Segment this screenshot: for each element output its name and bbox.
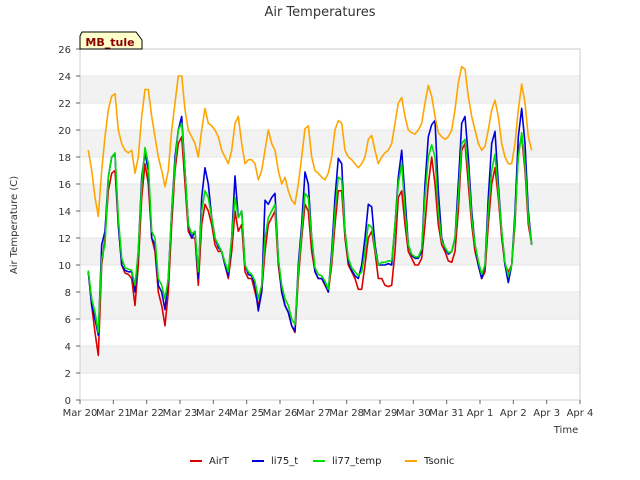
x-tick-label: Mar 29: [363, 408, 398, 419]
station-badge-label: MB_tule: [85, 36, 134, 49]
y-tick-label: 2: [65, 369, 71, 380]
grid-band: [80, 292, 580, 319]
legend-label: li77_temp: [332, 456, 381, 467]
x-tick-label: Mar 21: [96, 408, 131, 419]
x-tick-label: Apr 4: [567, 408, 594, 419]
plot-frame: [79, 48, 581, 401]
x-tick-label: Mar 31: [429, 408, 464, 419]
legend-label: li75_t: [271, 456, 298, 467]
series-line-airt: [87, 136, 533, 357]
x-tick-label: Mar 27: [296, 408, 331, 419]
x-tick-label: Apr 2: [500, 408, 527, 419]
legend-label: AirT: [209, 456, 230, 467]
y-tick-label: 16: [58, 180, 71, 191]
grid-band: [80, 76, 580, 103]
x-tick-label: Mar 23: [163, 408, 198, 419]
grid-band: [80, 238, 580, 265]
x-tick-label: Apr 3: [533, 408, 560, 419]
chart-title: Air Temperatures: [264, 5, 375, 20]
legend: AirT li75_t li77_temp Tsonic: [190, 456, 454, 467]
y-tick-label: 0: [65, 396, 71, 407]
x-tick-label: Mar 24: [196, 408, 231, 419]
y-axis-label: Air Temperature (C): [9, 176, 20, 274]
x-axis-label: Time: [553, 425, 578, 436]
y-tick-label: 26: [58, 45, 71, 56]
x-tick-label: Mar 26: [263, 408, 298, 419]
grid-band: [80, 346, 580, 373]
x-tick-label: Mar 20: [63, 408, 98, 419]
y-tick-label: 8: [65, 288, 71, 299]
y-tick-label: 22: [58, 99, 71, 110]
y-tick-label: 10: [58, 261, 71, 272]
legend-label: Tsonic: [423, 456, 454, 467]
x-tick-label: Apr 1: [467, 408, 494, 419]
series-line-tsonic: [87, 65, 533, 218]
station-badge: MB_tule: [79, 31, 143, 50]
series-line-li77-temp: [87, 122, 533, 334]
series-lines: [87, 65, 533, 357]
y-tick-label: 12: [58, 234, 71, 245]
station-badge-box: [79, 31, 143, 50]
x-tick-label: Mar 30: [396, 408, 431, 419]
grid-bands: [80, 75, 580, 401]
x-tick-label: Mar 25: [229, 408, 264, 419]
y-tick-label: 24: [58, 72, 71, 83]
y-tick-label: 20: [58, 126, 71, 137]
y-tick-label: 6: [65, 315, 71, 326]
grid-band: [80, 184, 580, 211]
x-tick-label: Mar 22: [129, 408, 164, 419]
x-tick-label: Mar 28: [329, 408, 364, 419]
y-tick-label: 14: [58, 207, 71, 218]
y-tick-label: 4: [65, 342, 71, 353]
y-tick-label: 18: [58, 153, 71, 164]
